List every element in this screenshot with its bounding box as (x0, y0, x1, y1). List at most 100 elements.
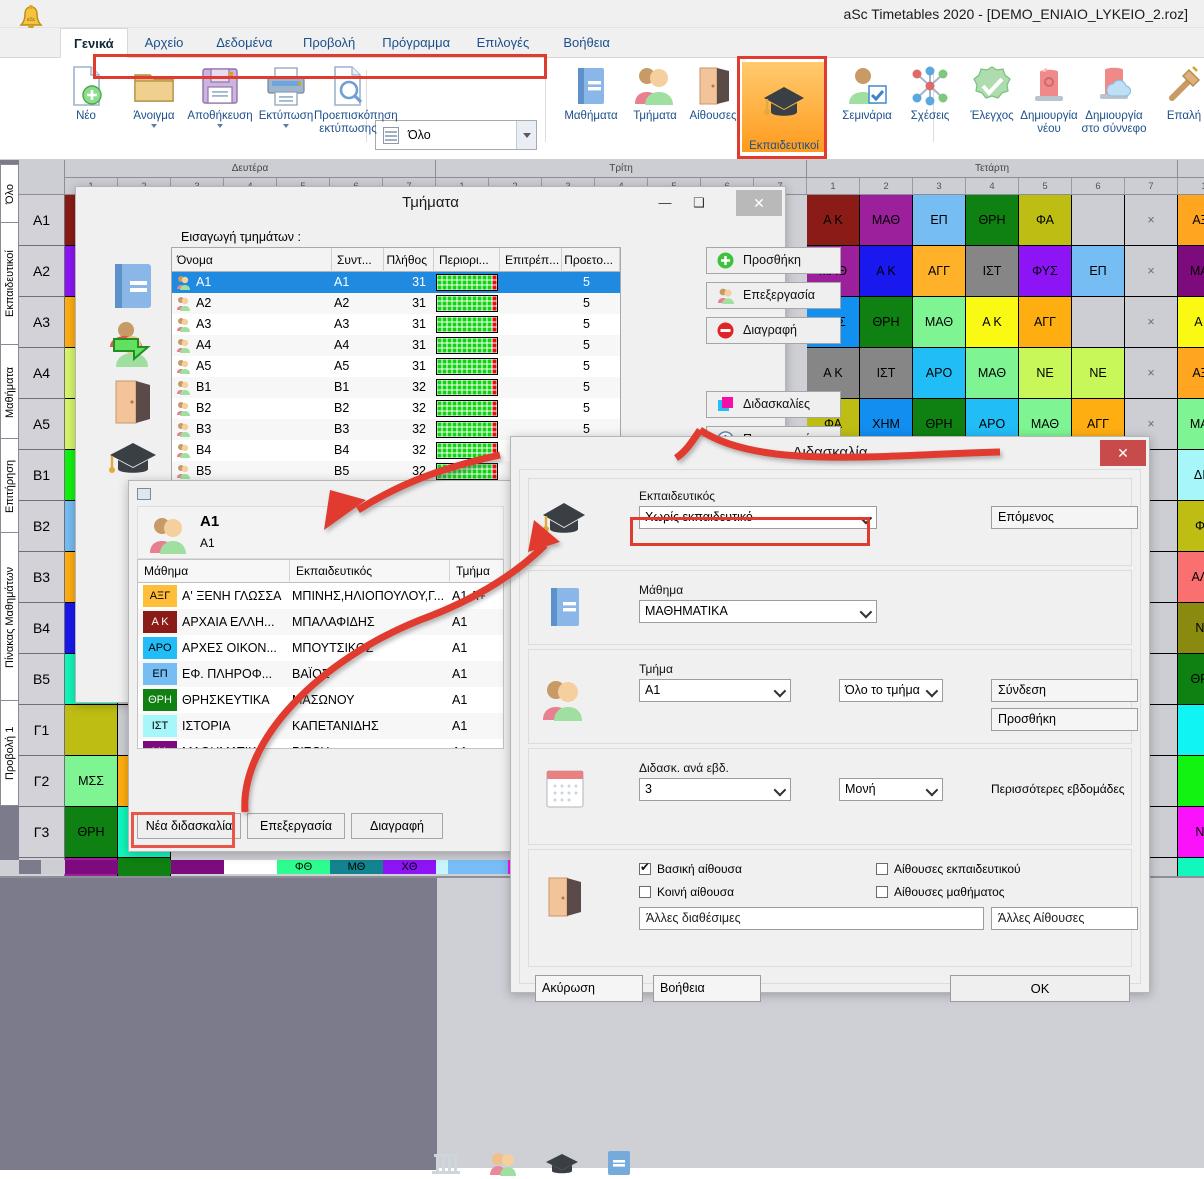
ribbon-item-αποθήκευση[interactable]: Αποθήκευση (186, 62, 254, 128)
ribbon-item-νέο[interactable]: Νέο (52, 62, 120, 123)
view-tab-2[interactable]: Μαθήματα (0, 344, 19, 440)
timetable-cell[interactable]: Α Κ (807, 348, 860, 399)
row-header-B2[interactable]: B2 (19, 501, 65, 552)
column-header[interactable]: Επιτρέπ... (500, 248, 562, 272)
minimize-button[interactable]: — (658, 195, 672, 210)
chevron-down-icon[interactable] (151, 123, 157, 128)
timetable-cell[interactable]: × (1125, 348, 1178, 399)
restrictions-minigrid[interactable] (436, 295, 498, 312)
ribbon-item-λεγχος[interactable]: Έλεγχος (958, 62, 1026, 123)
link-classes-button[interactable]: Σύνδεση (991, 679, 1138, 702)
column-header[interactable]: Εκπαιδευτικός (290, 560, 450, 583)
row-header-B4[interactable]: B4 (19, 603, 65, 654)
classes-lessons-button[interactable]: Διδασκαλίες (706, 391, 841, 418)
edit-lesson-button[interactable]: Επεξεργασία (247, 813, 345, 839)
list-item[interactable]: ΜΑ ΜΑΘΗΜΑΤΙΚΑΡΙΖΟΥA1 (138, 739, 503, 748)
timetable-cell[interactable] (1178, 756, 1204, 807)
timetable-cell[interactable]: ΑΓΓ (913, 246, 966, 297)
ribbon-tab-1[interactable]: Αρχείο (144, 35, 184, 50)
ribbon-item-επαλή[interactable]: Επαλή (1150, 62, 1204, 123)
column-header[interactable]: Προετο... (562, 248, 620, 272)
close-button[interactable]: ✕ (736, 190, 782, 216)
column-header[interactable]: Πλήθος (384, 248, 434, 272)
table-row[interactable]: B1 B1 32 5 (172, 377, 620, 398)
timetable-cell[interactable]: ΜΑΘ (1178, 246, 1204, 297)
restrictions-minigrid[interactable] (436, 379, 498, 396)
more-weeks-link[interactable]: Περισσότερες εβδομάδες (991, 782, 1125, 796)
lesson-variant-select[interactable]: Μονή (839, 778, 943, 801)
new-lesson-button[interactable]: Νέα διδασκαλία (137, 813, 241, 839)
timetable-cell[interactable]: ΑΛΛ (1178, 552, 1204, 603)
view-tab-4[interactable]: Πίνακας Μαθημάτων (0, 532, 19, 702)
classes-edit-button[interactable]: Επεξεργασία (706, 282, 841, 309)
timetable-cell[interactable]: ΙΣΤ (860, 348, 913, 399)
teacher-cap-icon[interactable] (106, 433, 160, 487)
timetable-cell[interactable]: Α Κ (966, 297, 1019, 348)
bottom-icon-row[interactable] (430, 1146, 730, 1176)
chevron-down-icon[interactable] (217, 123, 223, 128)
ribbon-tab-3[interactable]: Προβολή (303, 35, 356, 50)
ribbon-item-νοιγμα[interactable]: Άνοιγμα (120, 62, 188, 128)
ok-button[interactable]: OK (950, 975, 1130, 1002)
maximize-button[interactable]: ❑ (693, 195, 705, 210)
list-item[interactable]: ΘΡΗ ΘΡΗΣΚΕΥΤΙΚΑ ΜΑΣΩΝΟΥ A1 (138, 687, 503, 713)
timetable-cell[interactable]: × (1125, 246, 1178, 297)
restore-icon[interactable] (137, 488, 151, 500)
next-teacher-button[interactable]: Επόμενος (991, 506, 1138, 529)
view-tab-0[interactable]: Όλο (0, 164, 19, 224)
timetable-cell[interactable]: × (1125, 297, 1178, 348)
table-row[interactable]: A2 A2 31 5 (172, 293, 620, 314)
subject-select[interactable]: ΜΑΘΗΜΑΤΙΚΑ (639, 600, 877, 623)
timetable-cell[interactable]: ΙΣΤ (966, 246, 1019, 297)
ribbon-item-σεμινάρια[interactable]: Σεμινάρια (833, 62, 901, 123)
timetable-cell[interactable] (1072, 195, 1125, 246)
ribbon-item-αίθουσες[interactable]: Αίθουσες (679, 62, 747, 123)
timetable-cell[interactable]: ΕΠ (913, 195, 966, 246)
list-item[interactable]: ΕΠ ΕΦ. ΠΛΗΡΟΦ... ΒΑΪΟΣ A1 (138, 661, 503, 687)
column-header[interactable]: Συντ... (332, 248, 384, 272)
ribbon-tab-5[interactable]: Επιλογές (476, 35, 530, 50)
timetable-cell[interactable]: ΑΞΓ (1178, 348, 1204, 399)
chevron-down-icon[interactable] (283, 123, 289, 128)
cancel-button[interactable]: Ακύρωση (535, 975, 643, 1002)
subjects-book-icon[interactable] (106, 259, 160, 313)
teacher-select[interactable]: Χωρίς εκπαιδευτικό (639, 506, 877, 529)
table-row[interactable]: B2 B2 32 5 (172, 398, 620, 419)
timetable-cell[interactable]: ΝΕ (1072, 348, 1125, 399)
other-available-rooms-button[interactable]: Άλλες διαθέσιμες (639, 907, 984, 930)
view-tab-3[interactable]: Επιτήρηση (0, 438, 19, 534)
ribbon-item-τμήματα[interactable]: Τμήματα (621, 62, 689, 123)
ribbon-item-δημιουργίαστοσννεφο[interactable]: Δημιουργία στο σύννεφο (1080, 62, 1148, 135)
list-item[interactable]: Α Κ ΑΡΧΑΙΑ ΕΛΛΗ... ΜΠΑΛΑΦΙΔΗΣ A1 (138, 609, 503, 635)
row-header-A1[interactable]: A1 (19, 195, 65, 246)
timetable-cell[interactable] (1178, 705, 1204, 756)
timetable-cell[interactable]: Α Κ (860, 246, 913, 297)
timetable-cell[interactable]: ΝΕ (1019, 348, 1072, 399)
timetable-cell[interactable]: ΝΕ (1178, 603, 1204, 654)
timetable-cell[interactable]: ΦΥΣ (1019, 246, 1072, 297)
ribbon-item-εκπαιδευτικοί[interactable]: Εκπαιδευτικοί (742, 62, 826, 167)
row-header-B1[interactable]: B1 (19, 450, 65, 501)
classroom-door-icon[interactable] (106, 375, 160, 429)
timetable-cell[interactable]: ΜΑΘ (966, 348, 1019, 399)
timetable-cell[interactable]: ΔΙΚ (1178, 450, 1204, 501)
timetable-cell[interactable]: ΘΡΗ (966, 195, 1019, 246)
column-header[interactable]: Όνομα (172, 248, 332, 272)
chevron-down-icon[interactable] (516, 121, 536, 149)
other-rooms-button[interactable]: Άλλες Αίθουσες (991, 907, 1138, 930)
restrictions-minigrid[interactable] (436, 463, 498, 480)
class-lessons-table[interactable]: Μάθημα Εκπαιδευτικός Τμήμα ΑΞΓ Α' ΞΕΝΗ ΓΛΩΣΣ… (137, 559, 504, 749)
row-header-B5[interactable]: B5 (19, 654, 65, 705)
ribbon-tab-2[interactable]: Δεδομένα (216, 35, 273, 50)
ribbon-item-δημιουργίανέου[interactable]: Δημιουργία νέου (1015, 62, 1083, 135)
timetable-cell[interactable]: ΜΣΣ (65, 756, 118, 807)
timetable-cell[interactable]: ΕΠ (1072, 246, 1125, 297)
classes-delete-button[interactable]: Διαγραφή (706, 317, 841, 344)
row-header-A2[interactable]: A2 (19, 246, 65, 297)
restrictions-minigrid[interactable] (436, 274, 498, 291)
ribbon-tab-6[interactable]: Βοήθεια (563, 35, 610, 50)
timetable-cell[interactable]: Α Κ (807, 195, 860, 246)
list-item[interactable]: ΙΣΤ ΙΣΤΟΡΙΑ ΚΑΠΕΤΑΝΙΔΗΣ A1 (138, 713, 503, 739)
table-row[interactable]: A3 A3 31 5 (172, 314, 620, 335)
row-header-Γ2[interactable]: Γ2 (19, 756, 65, 807)
